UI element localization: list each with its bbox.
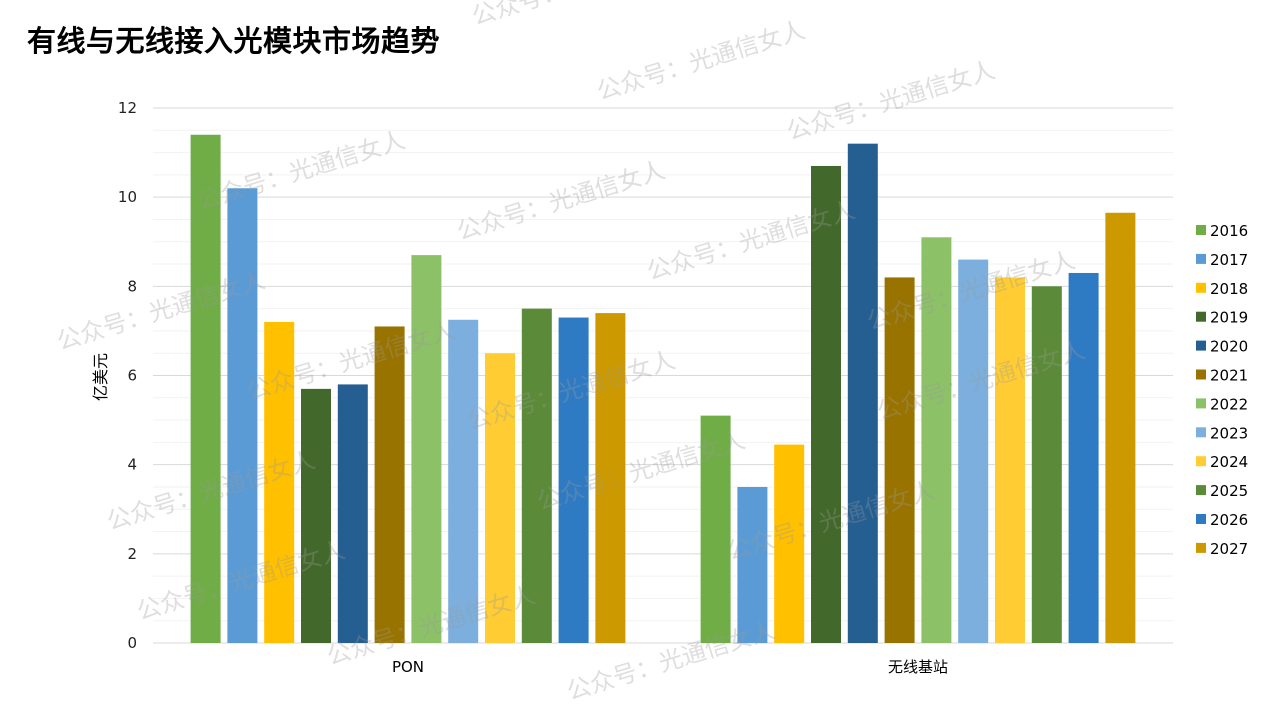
- bar-2018-0: [264, 322, 295, 643]
- y-tick-label: 4: [127, 456, 137, 474]
- bar-2020-0: [337, 384, 368, 643]
- y-tick-label: 2: [127, 545, 137, 563]
- legend-swatch: [1196, 311, 1206, 322]
- y-tick-label: 12: [118, 99, 137, 117]
- bar-2021-1: [884, 277, 915, 643]
- legend-swatch: [1196, 253, 1206, 264]
- bar-2019-0: [301, 388, 331, 643]
- bar-2025-1: [1031, 286, 1062, 643]
- legend-label: 2027: [1210, 540, 1248, 558]
- legend-label: 2016: [1210, 222, 1248, 240]
- legend-swatch: [1196, 398, 1206, 409]
- legend-label: 2021: [1210, 367, 1248, 385]
- bar-2024-1: [995, 277, 1025, 643]
- axes: 0 2 4 6 8 10 12 PON 无线基站: [118, 99, 948, 676]
- bar-2026-1: [1068, 272, 1099, 643]
- bar-2023-1: [958, 259, 989, 643]
- legend-swatch: [1196, 427, 1206, 438]
- bar-2018-1: [774, 444, 805, 643]
- bar-2026-0: [558, 317, 589, 643]
- bar-2020-1: [847, 143, 878, 643]
- legend-label: 2020: [1210, 338, 1248, 356]
- legend-label: 2024: [1210, 453, 1248, 471]
- bar-2022-0: [411, 255, 442, 643]
- y-tick-label: 8: [127, 277, 137, 295]
- bar-2027-1: [1105, 212, 1136, 644]
- bars: [190, 134, 1136, 644]
- bar-2016-1: [700, 415, 731, 643]
- x-tick-label: 无线基站: [888, 658, 948, 676]
- legend-swatch: [1196, 225, 1206, 235]
- bar-2024-0: [485, 353, 515, 643]
- bar-2017-1: [737, 486, 768, 643]
- legend-swatch: [1196, 456, 1206, 467]
- watermark-text: 公众号：光通信女人: [454, 156, 669, 246]
- x-tick-label: PON: [392, 658, 424, 676]
- legend-swatch: [1196, 485, 1206, 496]
- legend-label: 2025: [1210, 482, 1248, 500]
- y-tick-label: 6: [127, 367, 137, 385]
- watermark-text: 公众号：光通信女人: [469, 0, 684, 31]
- y-tick-label: 10: [118, 188, 137, 206]
- legend-swatch: [1196, 542, 1206, 553]
- legend-label: 2023: [1210, 424, 1248, 442]
- bar-2022-1: [921, 237, 952, 643]
- y-axis-title: 亿美元: [91, 353, 110, 401]
- bar-2016-0: [190, 134, 221, 643]
- legend-swatch: [1196, 514, 1206, 524]
- legend-label: 2026: [1210, 511, 1248, 529]
- legend-swatch: [1196, 282, 1206, 293]
- bar-2021-0: [374, 326, 405, 643]
- legend-label: 2019: [1210, 309, 1248, 327]
- legend-swatch: [1196, 369, 1206, 380]
- bar-2027-0: [595, 313, 626, 643]
- watermark-text: 公众号：光通信女人: [194, 126, 409, 216]
- legend-label: 2017: [1210, 251, 1248, 269]
- bar-2025-0: [521, 308, 552, 643]
- watermark-text: 公众号：光通信女人: [594, 16, 809, 106]
- legend-label: 2018: [1210, 280, 1248, 298]
- bar-2019-1: [811, 165, 841, 644]
- bar-2023-0: [448, 319, 479, 643]
- page-title: 有线与无线接入光模块市场趋势: [27, 24, 441, 58]
- legend: 2016 2017 2018 2019 2020 2021 2022 2023 2024 2025…: [1196, 222, 1248, 558]
- watermark-text: 公众号：光通信女人: [784, 56, 999, 146]
- legend-label: 2022: [1210, 395, 1248, 413]
- y-tick-label: 0: [127, 634, 137, 652]
- legend-swatch: [1196, 340, 1206, 351]
- bar-2017-0: [227, 188, 258, 643]
